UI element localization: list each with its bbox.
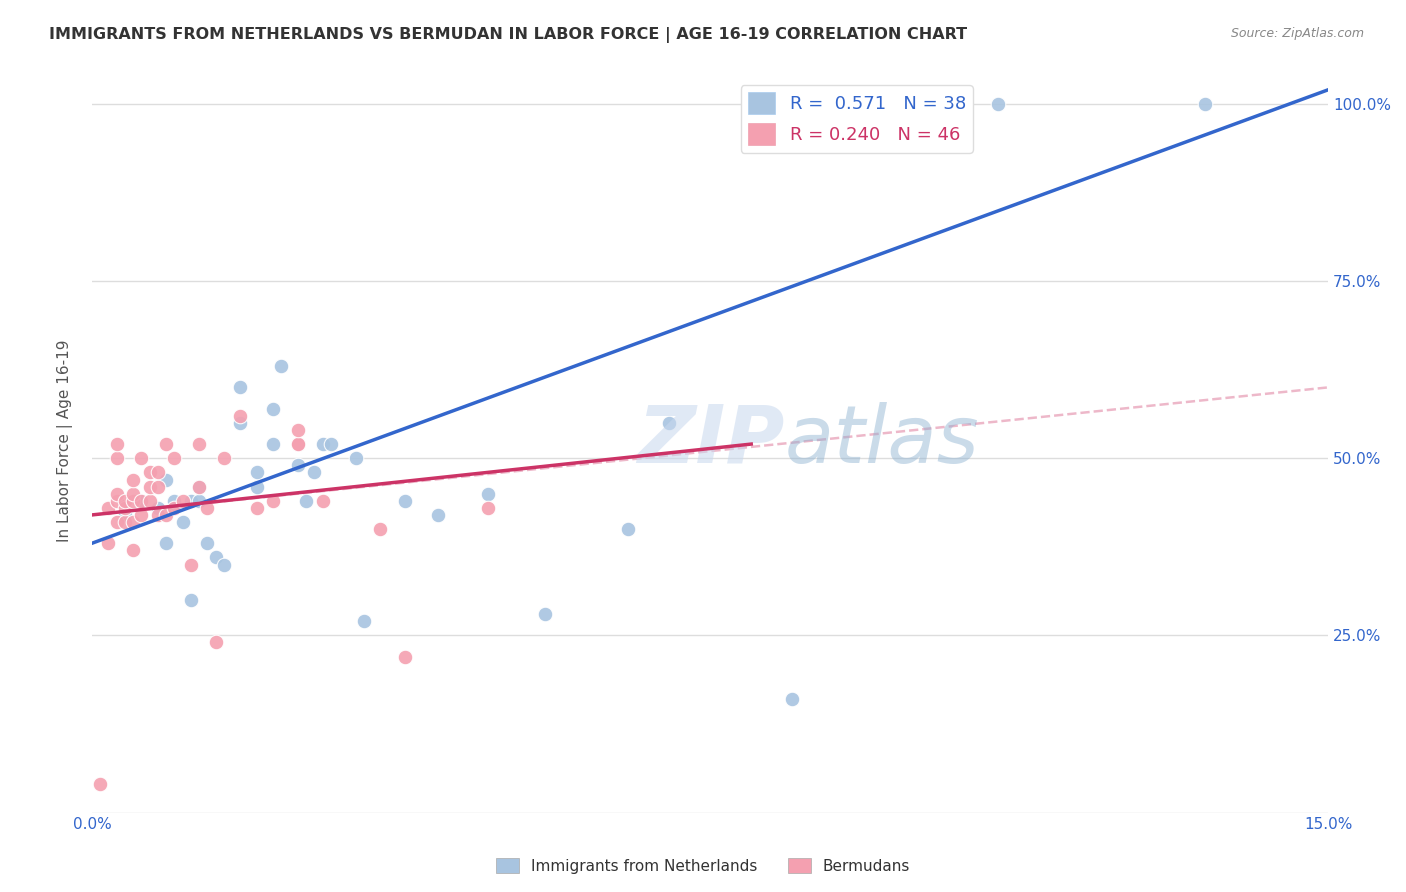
Point	[97, 536, 120, 550]
Legend: Immigrants from Netherlands, Bermudans: Immigrants from Netherlands, Bermudans	[489, 852, 917, 880]
Point	[114, 493, 136, 508]
Point	[304, 466, 326, 480]
Point	[312, 493, 335, 508]
Point	[180, 493, 202, 508]
Text: ZIP: ZIP	[637, 401, 785, 480]
Point	[229, 416, 252, 430]
Point	[204, 635, 226, 649]
Point	[131, 493, 153, 508]
Point	[1194, 97, 1216, 112]
Point	[114, 515, 136, 529]
Point	[287, 458, 309, 473]
Point	[131, 493, 153, 508]
Point	[114, 508, 136, 522]
Point	[477, 500, 499, 515]
Point	[89, 777, 111, 791]
Point	[131, 451, 153, 466]
Point	[394, 493, 416, 508]
Point	[155, 473, 177, 487]
Point	[229, 409, 252, 423]
Point	[312, 437, 335, 451]
Point	[188, 480, 211, 494]
Point	[246, 500, 269, 515]
Point	[114, 500, 136, 515]
Point	[163, 500, 186, 515]
Point	[138, 493, 160, 508]
Point	[138, 480, 160, 494]
Point	[188, 493, 211, 508]
Point	[163, 493, 186, 508]
Point	[195, 536, 218, 550]
Point	[105, 451, 128, 466]
Point	[180, 558, 202, 572]
Point	[172, 515, 194, 529]
Point	[122, 515, 145, 529]
Point	[270, 359, 292, 373]
Point	[319, 437, 342, 451]
Point	[534, 607, 557, 621]
Point	[146, 480, 169, 494]
Point	[105, 515, 128, 529]
Point	[987, 97, 1010, 112]
Point	[295, 493, 318, 508]
Point	[477, 486, 499, 500]
Point	[188, 480, 211, 494]
Point	[262, 493, 284, 508]
Point	[427, 508, 450, 522]
Point	[195, 500, 218, 515]
Text: atlas: atlas	[785, 401, 979, 480]
Point	[122, 493, 145, 508]
Point	[782, 692, 804, 706]
Point	[131, 508, 153, 522]
Point	[262, 437, 284, 451]
Point	[287, 437, 309, 451]
Point	[105, 486, 128, 500]
Point	[212, 558, 235, 572]
Point	[344, 451, 367, 466]
Point	[122, 486, 145, 500]
Point	[146, 508, 169, 522]
Point	[155, 536, 177, 550]
Point	[122, 473, 145, 487]
Point	[188, 437, 211, 451]
Point	[146, 500, 169, 515]
Point	[138, 466, 160, 480]
Point	[105, 493, 128, 508]
Point	[122, 543, 145, 558]
Point	[155, 437, 177, 451]
Point	[105, 437, 128, 451]
Point	[246, 480, 269, 494]
Point	[353, 614, 375, 628]
Point	[163, 451, 186, 466]
Point	[212, 451, 235, 466]
Point	[180, 593, 202, 607]
Point	[658, 416, 681, 430]
Y-axis label: In Labor Force | Age 16-19: In Labor Force | Age 16-19	[58, 339, 73, 541]
Point	[146, 466, 169, 480]
Point	[394, 649, 416, 664]
Point	[204, 550, 226, 565]
Point	[229, 380, 252, 394]
Legend: R =  0.571   N = 38, R = 0.240   N = 46: R = 0.571 N = 38, R = 0.240 N = 46	[741, 85, 973, 153]
Point	[246, 466, 269, 480]
Text: Source: ZipAtlas.com: Source: ZipAtlas.com	[1230, 27, 1364, 40]
Point	[287, 437, 309, 451]
Point	[616, 522, 638, 536]
Point	[172, 493, 194, 508]
Point	[163, 500, 186, 515]
Point	[370, 522, 392, 536]
Point	[97, 500, 120, 515]
Point	[155, 508, 177, 522]
Text: IMMIGRANTS FROM NETHERLANDS VS BERMUDAN IN LABOR FORCE | AGE 16-19 CORRELATION C: IMMIGRANTS FROM NETHERLANDS VS BERMUDAN …	[49, 27, 967, 43]
Point	[262, 401, 284, 416]
Point	[287, 423, 309, 437]
